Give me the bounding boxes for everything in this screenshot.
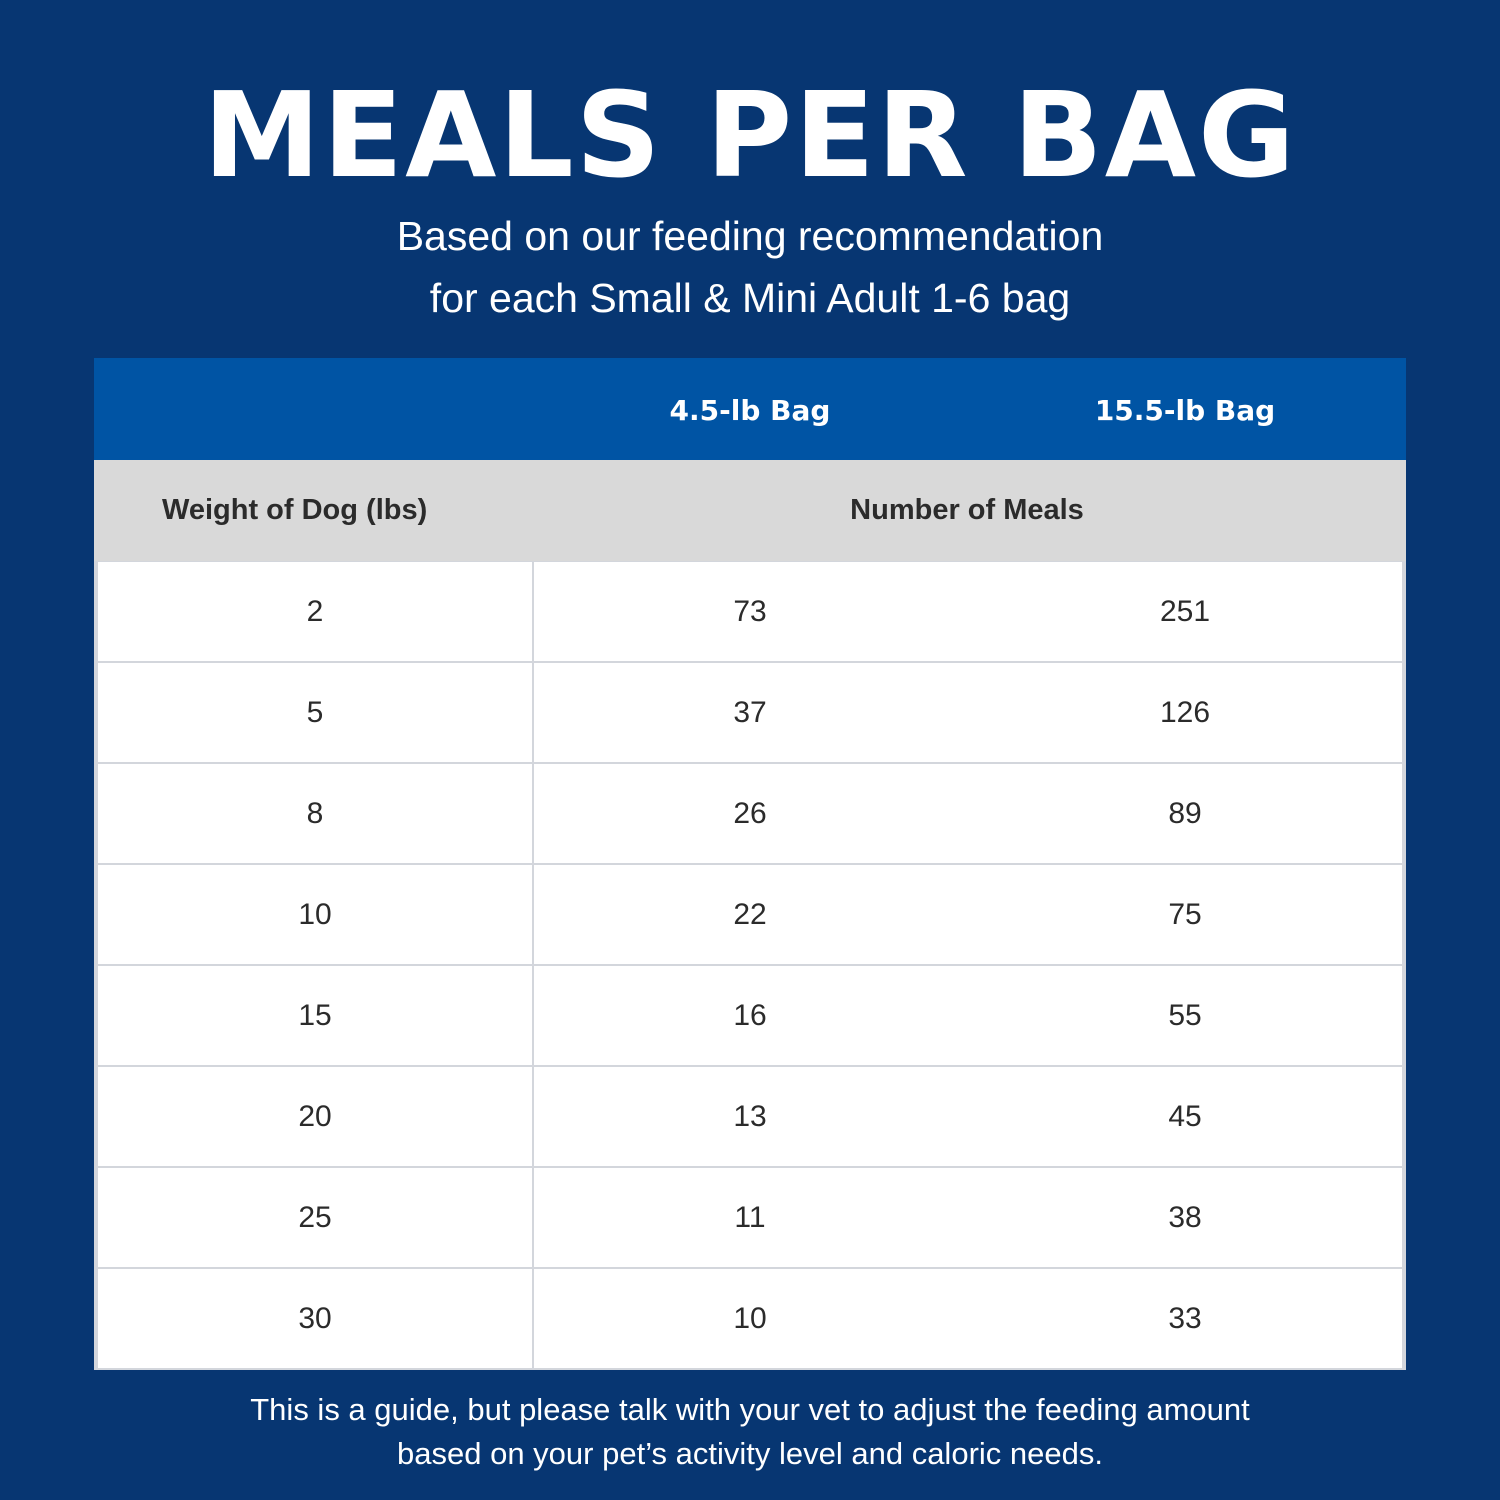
meals-table: 4.5-lb Bag 15.5-lb Bag Weight of Dog (lb… [94,358,1406,1370]
meals-4-5lb-cell: 22 [733,898,767,931]
meals-4-5lb-cell: 26 [733,797,767,830]
meals-15-5lb-cell: 251 [1159,595,1211,628]
table-header-row: 4.5-lb Bag 15.5-lb Bag [94,358,1406,460]
weight-cell: 8 [98,764,534,863]
meals-4-5lb-cell: 37 [733,696,767,729]
weight-cell: 15 [98,966,534,1065]
meals-15-5lb-cell: 45 [1168,1100,1202,1133]
footer-note: This is a guide, but please talk with yo… [0,1388,1500,1476]
meals-4-5lb-cell: 13 [733,1100,767,1133]
table-row: 10 22 75 [98,865,1402,964]
table-row: 5 37 126 [98,663,1402,762]
meals-15-5lb-cell: 33 [1168,1302,1202,1335]
subtitle: Based on our feeding recommendation for … [0,205,1500,329]
meals-15-5lb-cell: 126 [1159,696,1211,729]
table-row: 30 10 33 [98,1269,1402,1368]
weight-cell: 20 [98,1067,534,1166]
table-row: 25 11 38 [98,1168,1402,1267]
weight-cell: 10 [98,865,534,964]
table-body: 2 73 251 5 37 126 8 26 89 10 22 75 15 16 55 20 13 45 25 11 3… [98,562,1402,1370]
meals-15-5lb-cell: 38 [1168,1201,1202,1234]
meals-15-5lb-cell: 75 [1168,898,1202,931]
table-subheader-row: Weight of Dog (lbs) Number of Meals [94,460,1406,561]
table-row: 15 16 55 [98,966,1402,1065]
meals-4-5lb-cell: 73 [733,595,767,628]
footer-line-1: This is a guide, but please talk with yo… [250,1392,1250,1427]
meals-4-5lb-cell: 10 [733,1302,767,1335]
table-row: 20 13 45 [98,1067,1402,1166]
table-row: 2 73 251 [98,562,1402,661]
table-row: 8 26 89 [98,764,1402,863]
header-15-5lb-bag: 15.5-lb Bag [1094,394,1276,427]
subtitle-line-2: for each Small & Mini Adult 1-6 bag [429,275,1071,321]
header-4-5lb-bag: 4.5-lb Bag [669,394,831,427]
meals-4-5lb-cell: 11 [734,1201,766,1234]
weight-header: Weight of Dog (lbs) [162,494,428,526]
meals-15-5lb-cell: 89 [1168,797,1202,830]
meals-4-5lb-cell: 16 [733,999,767,1032]
page-title: MEALS PER BAG [203,66,1297,204]
meals-15-5lb-cell: 55 [1168,999,1202,1032]
weight-cell: 25 [98,1168,534,1267]
weight-cell: 2 [98,562,534,661]
weight-cell: 5 [98,663,534,762]
subtitle-line-1: Based on our feeding recommendation [396,213,1104,259]
footer-line-2: based on your pet’s activity level and c… [397,1436,1103,1471]
weight-cell: 30 [98,1269,534,1368]
meals-header: Number of Meals [850,494,1084,526]
